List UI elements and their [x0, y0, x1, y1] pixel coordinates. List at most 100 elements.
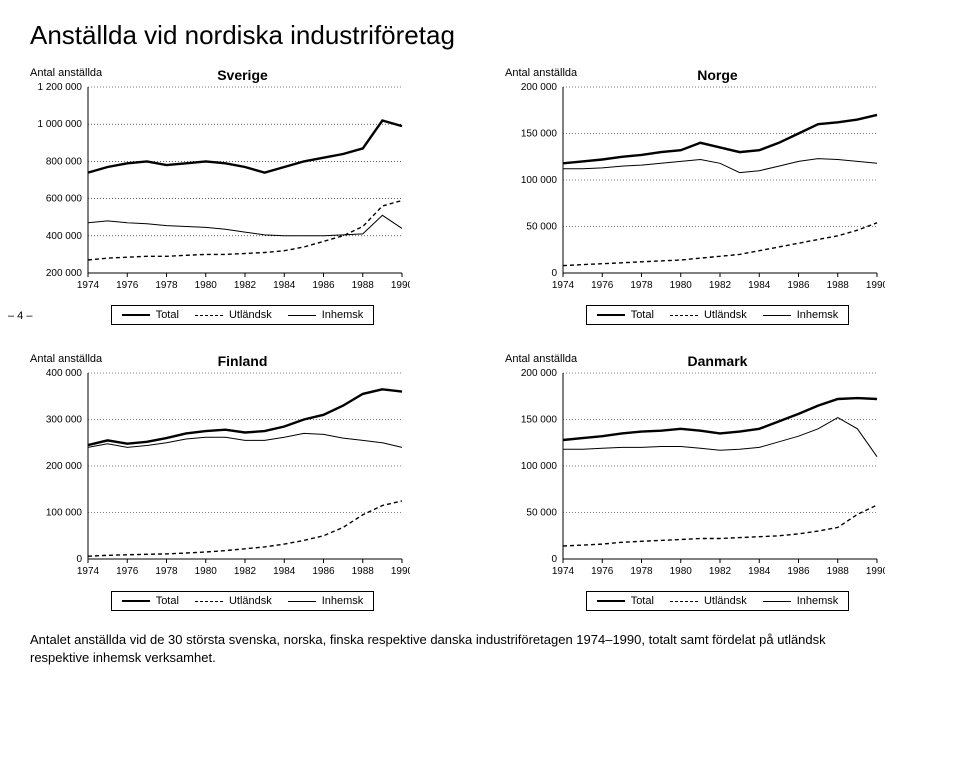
x-tick-label: 1988 [827, 566, 850, 577]
legend-label: Total [156, 595, 179, 607]
chart-title: Danmark [688, 353, 748, 369]
series-utlandsk [88, 201, 402, 261]
legend-item: Inhemsk [288, 309, 364, 321]
y-tick-label: 600 000 [46, 194, 83, 205]
chart-cell-sverige: Antal anställda Sverige 200 000400 00060… [30, 69, 455, 325]
x-tick-label: 1988 [352, 280, 375, 291]
y-tick-label: 200 000 [46, 461, 83, 472]
series-total [88, 121, 402, 173]
x-tick-label: 1974 [552, 280, 575, 291]
legend: Total Utländsk Inhemsk [586, 591, 850, 611]
x-tick-label: 1988 [352, 566, 375, 577]
x-tick-label: 1986 [787, 566, 810, 577]
x-tick-label: 1974 [77, 566, 100, 577]
legend-item: Utländsk [670, 309, 747, 321]
y-tick-label: 200 000 [46, 268, 83, 279]
x-tick-label: 1980 [195, 280, 218, 291]
x-tick-label: 1990 [866, 280, 885, 291]
x-tick-label: 1978 [630, 280, 653, 291]
y-tick-label: 100 000 [46, 508, 83, 519]
x-tick-label: 1988 [827, 280, 850, 291]
legend-swatch [195, 315, 223, 316]
legend-swatch [288, 315, 316, 316]
x-tick-label: 1984 [748, 566, 771, 577]
legend-label: Inhemsk [797, 309, 839, 321]
legend-label: Inhemsk [322, 309, 364, 321]
y-tick-label: 1 200 000 [38, 82, 83, 93]
y-tick-label: 400 000 [46, 231, 83, 242]
x-tick-label: 1976 [591, 566, 614, 577]
legend-swatch [597, 314, 625, 316]
legend-label: Utländsk [704, 595, 747, 607]
series-inhemsk [563, 159, 877, 173]
y-tick-label: 150 000 [521, 415, 558, 426]
chart-title: Norge [697, 67, 737, 83]
x-tick-label: 1986 [787, 280, 810, 291]
caption-text: Antalet anställda vid de 30 största sven… [30, 631, 850, 667]
legend: Total Utländsk Inhemsk [111, 305, 375, 325]
y-tick-label: 100 000 [521, 461, 558, 472]
x-tick-label: 1990 [866, 566, 885, 577]
page-title: Anställda vid nordiska industriföretag [30, 20, 930, 51]
page-side-marker: – 4 – [8, 310, 32, 322]
legend-label: Total [156, 309, 179, 321]
legend-swatch [763, 601, 791, 602]
series-total [563, 115, 877, 163]
y-tick-label: 200 000 [521, 368, 558, 379]
legend-item: Utländsk [195, 309, 272, 321]
legend: Total Utländsk Inhemsk [586, 305, 850, 325]
x-tick-label: 1984 [273, 566, 296, 577]
y-axis-label: Antal anställda [505, 67, 577, 79]
y-tick-label: 200 000 [521, 82, 558, 93]
legend-swatch [288, 601, 316, 602]
x-tick-label: 1986 [312, 566, 335, 577]
x-tick-label: 1978 [155, 566, 178, 577]
legend-item: Utländsk [670, 595, 747, 607]
series-inhemsk [88, 433, 402, 447]
chart-sverige: 200 000400 000600 000800 0001 000 0001 2… [30, 69, 410, 299]
series-utlandsk [563, 505, 877, 546]
x-tick-label: 1976 [591, 280, 614, 291]
series-inhemsk [88, 215, 402, 236]
legend: Total Utländsk Inhemsk [111, 591, 375, 611]
chart-cell-finland: Antal anställda Finland 0100 000200 0003… [30, 355, 455, 611]
legend-label: Total [631, 309, 654, 321]
x-tick-label: 1984 [748, 280, 771, 291]
legend-item: Total [122, 595, 179, 607]
x-tick-label: 1980 [195, 566, 218, 577]
y-axis-label: Antal anställda [505, 353, 577, 365]
x-tick-label: 1982 [709, 280, 732, 291]
chart-finland: 0100 000200 000300 000400 00019741976197… [30, 355, 410, 585]
legend-item: Inhemsk [763, 309, 839, 321]
series-total [563, 398, 877, 440]
y-tick-label: 100 000 [521, 175, 558, 186]
x-tick-label: 1980 [670, 566, 693, 577]
legend-item: Total [597, 595, 654, 607]
legend-label: Inhemsk [797, 595, 839, 607]
y-tick-label: 0 [76, 554, 82, 565]
y-axis-label: Antal anställda [30, 67, 102, 79]
legend-label: Total [631, 595, 654, 607]
y-tick-label: 150 000 [521, 129, 558, 140]
chart-norge: 050 000100 000150 000200 000197419761978… [505, 69, 885, 299]
x-tick-label: 1974 [77, 280, 100, 291]
x-tick-label: 1976 [116, 566, 139, 577]
series-inhemsk [563, 418, 877, 457]
x-tick-label: 1990 [391, 280, 410, 291]
y-tick-label: 800 000 [46, 156, 83, 167]
legend-label: Utländsk [229, 309, 272, 321]
x-tick-label: 1984 [273, 280, 296, 291]
legend-swatch [122, 314, 150, 316]
x-tick-label: 1990 [391, 566, 410, 577]
series-utlandsk [88, 501, 402, 556]
legend-label: Inhemsk [322, 595, 364, 607]
x-tick-label: 1982 [234, 280, 257, 291]
x-tick-label: 1982 [709, 566, 732, 577]
legend-item: Inhemsk [288, 595, 364, 607]
y-tick-label: 50 000 [526, 508, 557, 519]
x-tick-label: 1978 [155, 280, 178, 291]
legend-item: Total [597, 309, 654, 321]
y-tick-label: 0 [551, 554, 557, 565]
x-tick-label: 1980 [670, 280, 693, 291]
y-axis-label: Antal anställda [30, 353, 102, 365]
